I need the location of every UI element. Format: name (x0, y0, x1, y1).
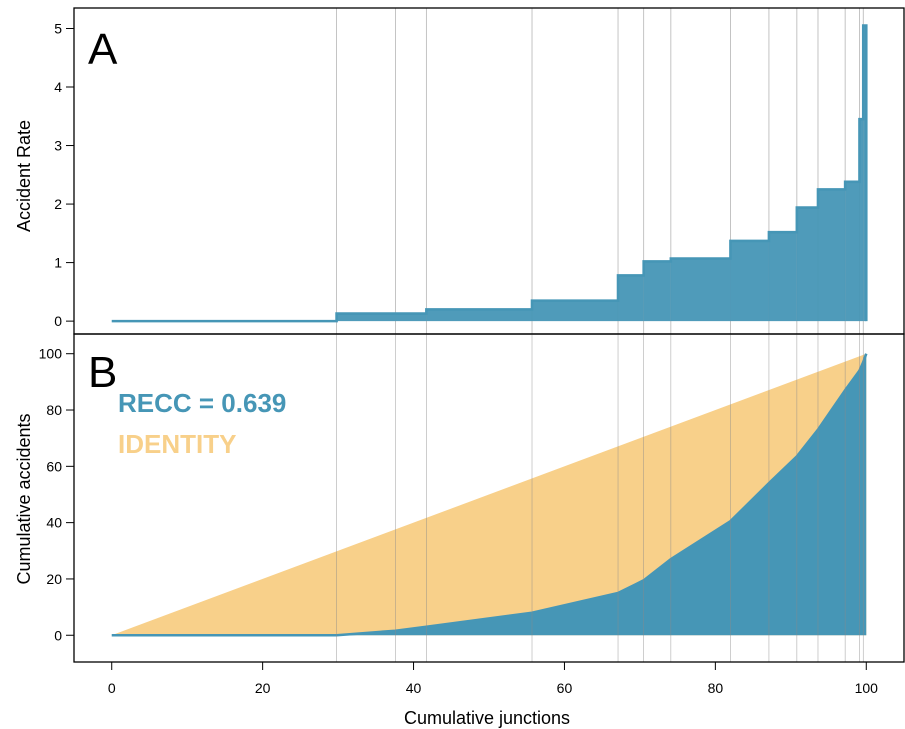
legend-identity: IDENTITY (118, 429, 236, 459)
rate-bar-8 (730, 240, 769, 322)
rate-bar-13 (859, 119, 864, 322)
y-tick-label-b-4: 80 (46, 402, 62, 418)
rate-bar-4 (532, 300, 619, 322)
panel-a-accident-rate: 0 1 2 3 4 5 (54, 7, 905, 335)
y-tick-label-b-5: 100 (39, 346, 63, 362)
rate-bar-11 (817, 189, 846, 322)
legend-recc: RECC = 0.639 (118, 388, 286, 418)
recc-area (111, 353, 867, 636)
y-tick-label-a-1: 1 (54, 255, 62, 271)
rate-bar-6 (643, 261, 671, 322)
rate-bar-9 (768, 232, 797, 322)
y-tick-label-b-2: 40 (46, 515, 62, 531)
rate-bar-1 (336, 313, 396, 322)
y-tick-label-b-0: 0 (54, 627, 62, 643)
rate-bar-2 (395, 313, 427, 322)
x-tick-label-5: 100 (855, 680, 879, 696)
rate-bar-12 (845, 181, 860, 322)
panel-b-frame (73, 333, 905, 663)
x-tick-label-4: 80 (708, 680, 724, 696)
y-tick-label-a-5: 5 (54, 20, 62, 36)
rate-bar-7 (670, 258, 731, 322)
y-tick-label-b-1: 20 (46, 571, 62, 587)
x-tick-label-2: 40 (406, 680, 422, 696)
y-tick-label-b-3: 60 (46, 458, 62, 474)
y-tick-label-a-0: 0 (54, 313, 62, 329)
panel-b-cumulative-accidents: 0 20 40 60 80 100 0 20 40 60 80 100 (39, 333, 905, 696)
x-axis-title: Cumulative junctions (404, 708, 570, 728)
y-tick-label-a-2: 2 (54, 196, 62, 212)
x-tick-label-0: 0 (108, 680, 116, 696)
panel-b-label: B (88, 348, 117, 397)
rate-bar-10 (796, 207, 818, 322)
y-tick-label-a-3: 3 (54, 138, 62, 154)
y-axis-title-a: Accident Rate (14, 120, 34, 232)
x-tick-label-1: 20 (255, 680, 271, 696)
rate-bar-14 (863, 25, 867, 322)
panel-a-label: A (88, 25, 118, 74)
recc-line (111, 353, 868, 637)
rate-bar-5 (618, 275, 644, 322)
y-axis-title-b: Cumulative accidents (14, 413, 34, 584)
rate-bar-3 (426, 309, 533, 322)
y-tick-label-a-4: 4 (54, 79, 62, 95)
x-tick-label-3: 60 (557, 680, 573, 696)
rate-step-line (111, 24, 868, 323)
